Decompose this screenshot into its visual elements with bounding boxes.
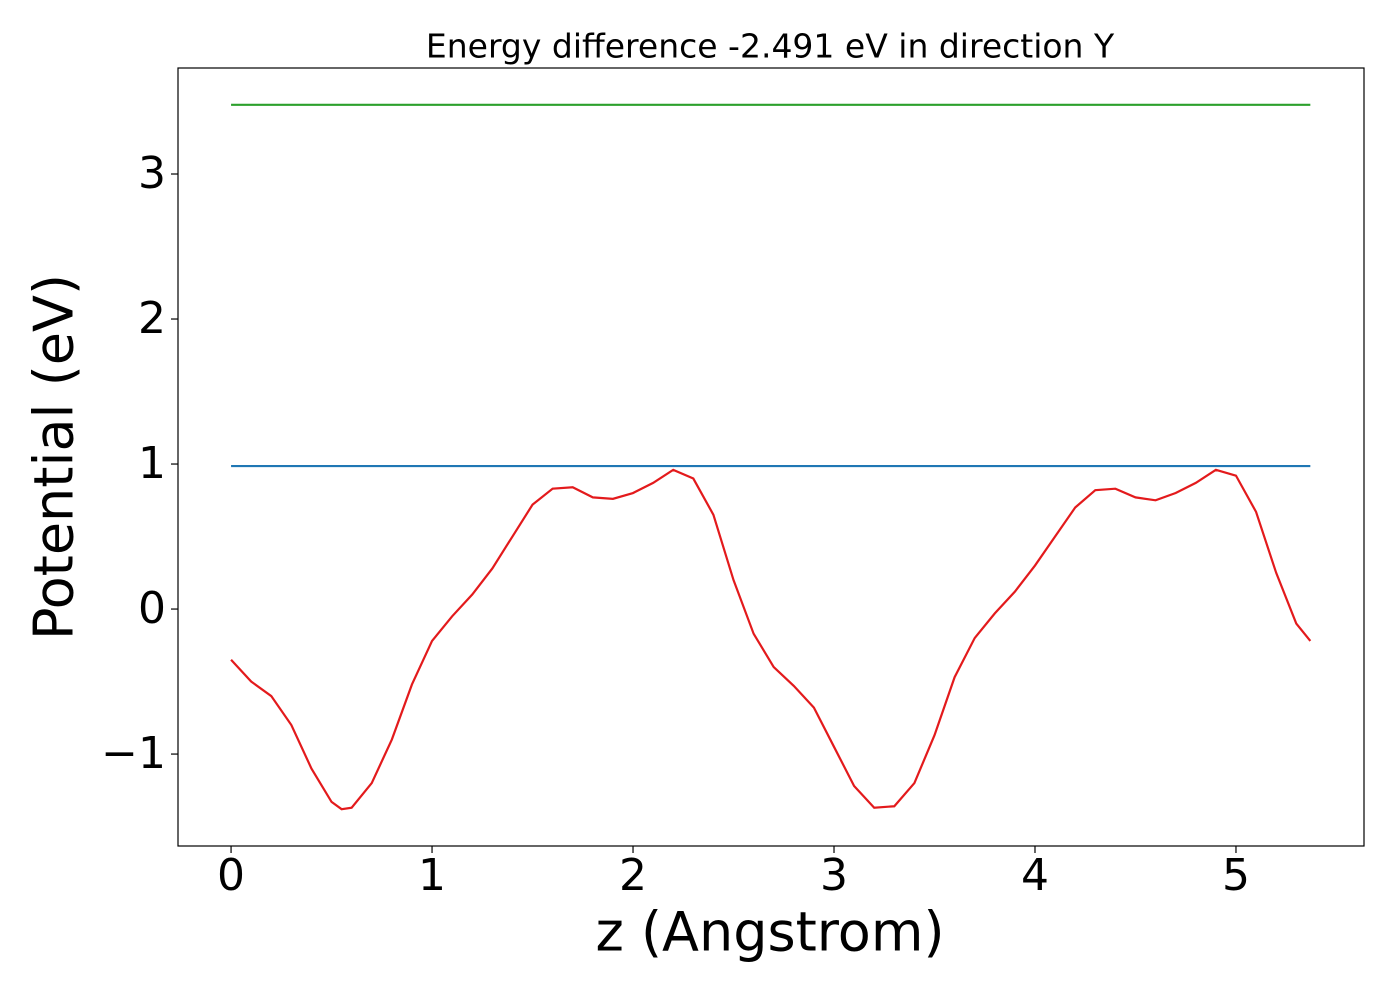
x-tick-label: 4	[1021, 850, 1049, 901]
y-axis-label: Potential (eV)	[23, 274, 86, 640]
x-tick-label: 5	[1222, 850, 1250, 901]
x-tick-label: 1	[418, 850, 446, 901]
plot-frame	[177, 67, 1365, 847]
x-axis-label: z (Angstrom)	[595, 901, 944, 964]
y-tick-label: 1	[138, 438, 166, 489]
y-tick-label: 0	[138, 583, 166, 634]
y-tick-label: −1	[101, 728, 166, 779]
data-line	[230, 468, 1312, 811]
y-tick-label: 2	[138, 293, 166, 344]
x-tick-label: 3	[820, 850, 848, 901]
y-tick-label: 3	[138, 148, 166, 199]
x-tick-label: 2	[619, 850, 647, 901]
x-tick-label: 0	[217, 850, 245, 901]
chart-title: Energy difference -2.491 eV in direction…	[426, 27, 1115, 66]
